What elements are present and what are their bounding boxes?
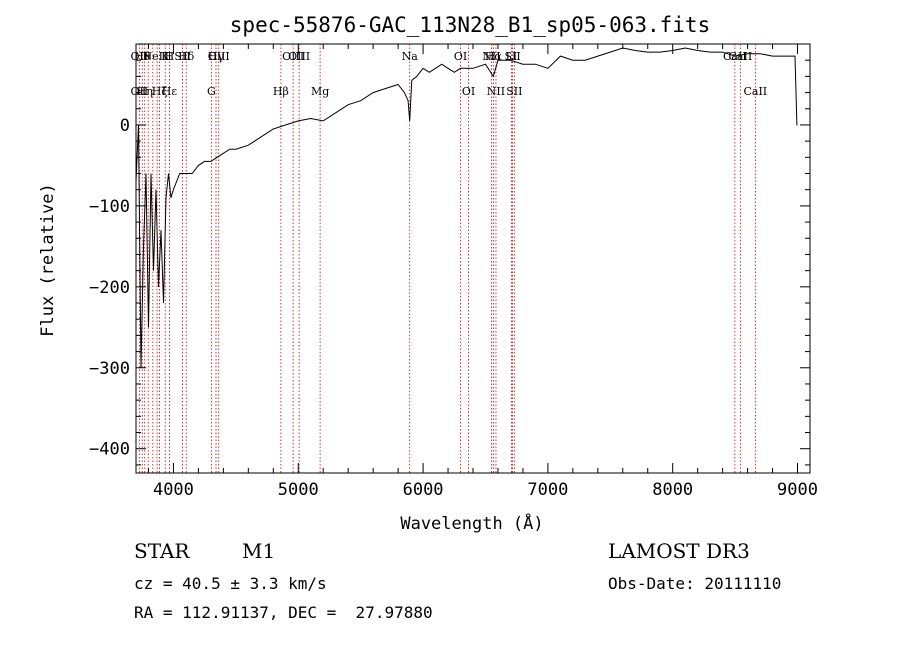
spectral-line-label-top: NII bbox=[482, 50, 500, 63]
x-tick-label: 4000 bbox=[153, 480, 194, 500]
spectral-line-label-bottom: NII bbox=[487, 85, 505, 98]
x-tick-label: 5000 bbox=[278, 480, 319, 500]
spectral-line-label-top: K bbox=[161, 50, 170, 63]
survey-name: LAMOST DR3 bbox=[608, 539, 750, 563]
object-subclass: M1 bbox=[242, 539, 276, 563]
spectral-line-label-top: H bbox=[165, 50, 175, 63]
y-tick-label: −100 bbox=[89, 197, 130, 217]
spectral-line-label-top: OI bbox=[454, 50, 467, 63]
spectral-line-label-top: SII bbox=[504, 50, 520, 63]
x-tick-label: 7000 bbox=[527, 480, 568, 500]
spectral-line-label-top: SII bbox=[174, 50, 190, 63]
spectral-line-label-top: Na bbox=[402, 50, 419, 63]
chart-title: spec-55876-GAC_113N28_B1_sp05-063.fits bbox=[230, 13, 710, 37]
y-tick-label: −400 bbox=[89, 440, 130, 460]
spectral-line-label-top: Hθ bbox=[134, 50, 151, 63]
y-tick-label: −300 bbox=[89, 359, 130, 379]
y-tick-label: −200 bbox=[89, 278, 130, 298]
y-tick-label: 0 bbox=[120, 116, 130, 136]
spectral-line-label-top: Hγ bbox=[208, 50, 225, 63]
spectral-line-label-top: OII bbox=[131, 50, 149, 63]
x-axis-label: Wavelength (Å) bbox=[400, 512, 543, 534]
x-tick-label: 9000 bbox=[777, 480, 818, 500]
object-class: STAR bbox=[134, 539, 190, 563]
axis-tick-labels: 4000 5000 6000 7000 8000 9000 0 −100 −200 −300 −40… bbox=[89, 116, 818, 500]
spectral-line-label-bottom: G bbox=[207, 85, 216, 98]
spectral-line-label-bottom: Hε bbox=[162, 85, 178, 98]
spectral-line-label-bottom: Hη bbox=[137, 85, 153, 98]
spectral-line-label-top: OIII bbox=[208, 50, 230, 63]
spectral-line-label-top: Hδ bbox=[178, 50, 195, 63]
spectral-line-label-top: LI bbox=[506, 50, 518, 63]
spectral-line-markers bbox=[138, 44, 756, 473]
spectral-line-label-bottom: Hζ bbox=[152, 85, 168, 98]
x-tick-label: 6000 bbox=[403, 480, 444, 500]
spectrum-series-line bbox=[135, 47, 798, 368]
spectral-line-label-bottom: SII bbox=[506, 85, 522, 98]
spectral-line-label-bottom: CaII bbox=[743, 85, 767, 98]
axis-ticks bbox=[136, 43, 810, 473]
spectral-line-labels: OIIOIIHθHηNeIIIHζKHHεSIIHδGHγOIIIHβOIIIO… bbox=[131, 50, 768, 98]
ra-dec: RA = 112.91137, DEC = 27.97880 bbox=[134, 603, 433, 622]
spectral-line-label-top: OIII bbox=[288, 50, 310, 63]
spectral-line-label-top: CaII bbox=[723, 50, 747, 63]
spectral-line-label-top: OIII bbox=[282, 50, 304, 63]
spectral-line-label-bottom: Mg bbox=[311, 85, 329, 98]
x-tick-label: 8000 bbox=[652, 480, 693, 500]
redshift-cz: cz = 40.5 ± 3.3 km/s bbox=[134, 574, 327, 593]
spectral-line-label-top: NeIII bbox=[143, 50, 172, 63]
spectral-line-label-bottom: OI bbox=[462, 85, 475, 98]
y-axis-label: Flux (relative) bbox=[38, 183, 58, 337]
spectral-line-label-top: CaII bbox=[729, 50, 753, 63]
spectral-line-label-top: Hα bbox=[485, 50, 503, 63]
observation-date: Obs-Date: 20111110 bbox=[608, 574, 782, 593]
spectral-line-label-bottom: OII bbox=[131, 85, 149, 98]
spectral-line-label-bottom: Hβ bbox=[273, 85, 289, 98]
plot-frame bbox=[135, 43, 811, 474]
